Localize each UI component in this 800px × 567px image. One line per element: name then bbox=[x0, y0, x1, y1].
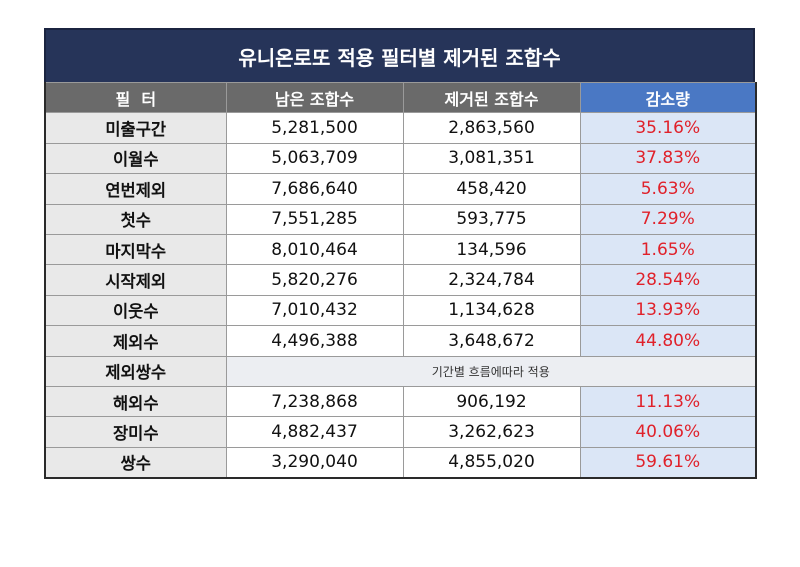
remaining-cell: 7,551,285 bbox=[225, 203, 404, 235]
remaining-cell: 5,820,276 bbox=[225, 264, 404, 296]
table-row: 제외쌍수 기간별 흐름에따라 적용 bbox=[44, 355, 757, 387]
table-row: 시작제외 5,820,276 2,324,784 28.54% bbox=[44, 264, 757, 296]
removed-cell: 3,262,623 bbox=[402, 416, 581, 448]
table-row: 해외수 7,238,868 906,192 11.13% bbox=[44, 385, 757, 418]
filter-table: 필 터 남은 조합수 제거된 조합수 감소량 미출구간 5,281,500 2,86… bbox=[44, 81, 757, 480]
reduction-cell: 1.65% bbox=[579, 233, 757, 266]
removed-cell: 134,596 bbox=[402, 233, 581, 266]
table-row: 제외수 4,496,388 3,648,672 44.80% bbox=[44, 325, 757, 357]
remaining-cell: 7,686,640 bbox=[225, 173, 404, 205]
removed-cell: 4,855,020 bbox=[402, 446, 581, 479]
remaining-cell: 5,281,500 bbox=[225, 112, 404, 144]
filter-name-cell: 미출구간 bbox=[44, 112, 227, 144]
filter-name-cell: 해외수 bbox=[44, 385, 227, 418]
reduction-cell: 37.83% bbox=[579, 142, 757, 175]
table-row: 마지막수 8,010,464 134,596 1.65% bbox=[44, 233, 757, 266]
remaining-cell: 4,496,388 bbox=[225, 325, 404, 357]
header-filter: 필 터 bbox=[44, 81, 227, 114]
removed-cell: 2,863,560 bbox=[402, 112, 581, 144]
table-row: 장미수 4,882,437 3,262,623 40.06% bbox=[44, 416, 757, 448]
filter-name-cell: 첫수 bbox=[44, 203, 227, 235]
filter-name-cell: 제외수 bbox=[44, 325, 227, 357]
removed-cell: 3,081,351 bbox=[402, 142, 581, 175]
removed-cell: 906,192 bbox=[402, 385, 581, 418]
table-row: 첫수 7,551,285 593,775 7.29% bbox=[44, 203, 757, 235]
remaining-cell: 8,010,464 bbox=[225, 233, 404, 266]
filter-name-cell: 쌍수 bbox=[44, 446, 227, 479]
filter-name-cell: 이월수 bbox=[44, 142, 227, 175]
filter-table-container: 유니온로또 적용 필터별 제거된 조합수 필 터 남은 조합수 제거된 조합수 … bbox=[44, 28, 757, 480]
removed-cell: 3,648,672 bbox=[402, 325, 581, 357]
remaining-cell: 7,010,432 bbox=[225, 294, 404, 327]
filter-name-cell: 이웃수 bbox=[44, 294, 227, 327]
table-row: 연번제외 7,686,640 458,420 5.63% bbox=[44, 173, 757, 205]
reduction-cell: 40.06% bbox=[579, 416, 757, 448]
remaining-cell: 5,063,709 bbox=[225, 142, 404, 175]
reduction-cell: 59.61% bbox=[579, 446, 757, 479]
table-row: 미출구간 5,281,500 2,863,560 35.16% bbox=[44, 112, 757, 144]
reduction-cell: 11.13% bbox=[579, 385, 757, 418]
table-row: 이웃수 7,010,432 1,134,628 13.93% bbox=[44, 294, 757, 327]
table-row: 쌍수 3,290,040 4,855,020 59.61% bbox=[44, 446, 757, 479]
header-remaining: 남은 조합수 bbox=[225, 81, 404, 114]
reduction-cell: 13.93% bbox=[579, 294, 757, 327]
remaining-cell: 4,882,437 bbox=[225, 416, 404, 448]
table-row: 이월수 5,063,709 3,081,351 37.83% bbox=[44, 142, 757, 175]
reduction-cell: 7.29% bbox=[579, 203, 757, 235]
header-row: 필 터 남은 조합수 제거된 조합수 감소량 bbox=[44, 81, 757, 114]
note-cell: 기간별 흐름에따라 적용 bbox=[225, 355, 757, 387]
filter-name-cell: 연번제외 bbox=[44, 173, 227, 205]
removed-cell: 458,420 bbox=[402, 173, 581, 205]
filter-name-cell: 제외쌍수 bbox=[44, 355, 227, 387]
filter-name-cell: 시작제외 bbox=[44, 264, 227, 296]
remaining-cell: 7,238,868 bbox=[225, 385, 404, 418]
reduction-cell: 35.16% bbox=[579, 112, 757, 144]
filter-name-cell: 장미수 bbox=[44, 416, 227, 448]
removed-cell: 1,134,628 bbox=[402, 294, 581, 327]
header-removed: 제거된 조합수 bbox=[402, 81, 581, 114]
header-reduction: 감소량 bbox=[579, 81, 757, 114]
reduction-cell: 5.63% bbox=[579, 173, 757, 205]
filter-name-cell: 마지막수 bbox=[44, 233, 227, 266]
reduction-cell: 44.80% bbox=[579, 325, 757, 357]
removed-cell: 2,324,784 bbox=[402, 264, 581, 296]
removed-cell: 593,775 bbox=[402, 203, 581, 235]
reduction-cell: 28.54% bbox=[579, 264, 757, 296]
table-title: 유니온로또 적용 필터별 제거된 조합수 bbox=[44, 28, 755, 82]
remaining-cell: 3,290,040 bbox=[225, 446, 404, 479]
